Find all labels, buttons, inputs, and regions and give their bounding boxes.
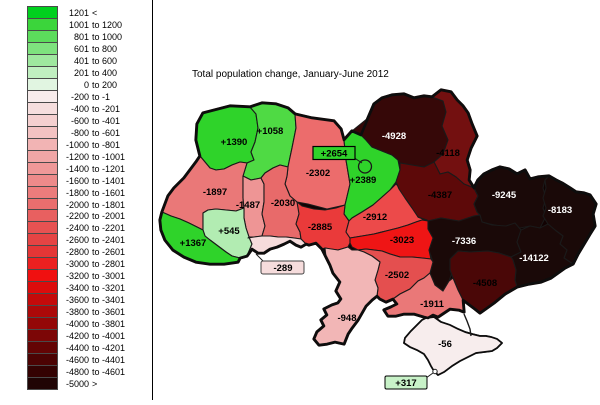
svg-text:-2030: -2030: [271, 198, 295, 209]
svg-text:+1367: +1367: [180, 238, 207, 249]
svg-text:-2302: -2302: [306, 168, 330, 179]
svg-text:-9245: -9245: [492, 190, 517, 201]
svg-text:-4387: -4387: [428, 190, 452, 201]
svg-text:-4928: -4928: [382, 131, 406, 142]
svg-text:-948: -948: [337, 313, 356, 324]
svg-text:-289: -289: [273, 263, 292, 274]
svg-text:-8183: -8183: [548, 205, 572, 216]
svg-text:-2502: -2502: [385, 270, 409, 281]
svg-text:-7336: -7336: [452, 236, 476, 247]
svg-text:-14122: -14122: [519, 253, 549, 264]
svg-text:-3023: -3023: [390, 235, 414, 246]
svg-text:-1911: -1911: [420, 299, 444, 310]
svg-text:-4508: -4508: [473, 278, 497, 289]
svg-text:-1897: -1897: [203, 187, 227, 198]
svg-text:-1487: -1487: [236, 200, 260, 211]
svg-text:-2885: -2885: [308, 222, 333, 233]
svg-text:+317: +317: [395, 378, 416, 389]
svg-text:-4118: -4118: [436, 148, 460, 159]
svg-text:+2389: +2389: [350, 175, 377, 186]
svg-text:-2912: -2912: [363, 212, 387, 223]
svg-text:-56: -56: [438, 339, 452, 350]
svg-text:+545: +545: [218, 226, 240, 237]
svg-text:+2654: +2654: [321, 149, 348, 160]
svg-text:+1058: +1058: [257, 126, 284, 137]
svg-text:+1390: +1390: [221, 137, 248, 148]
